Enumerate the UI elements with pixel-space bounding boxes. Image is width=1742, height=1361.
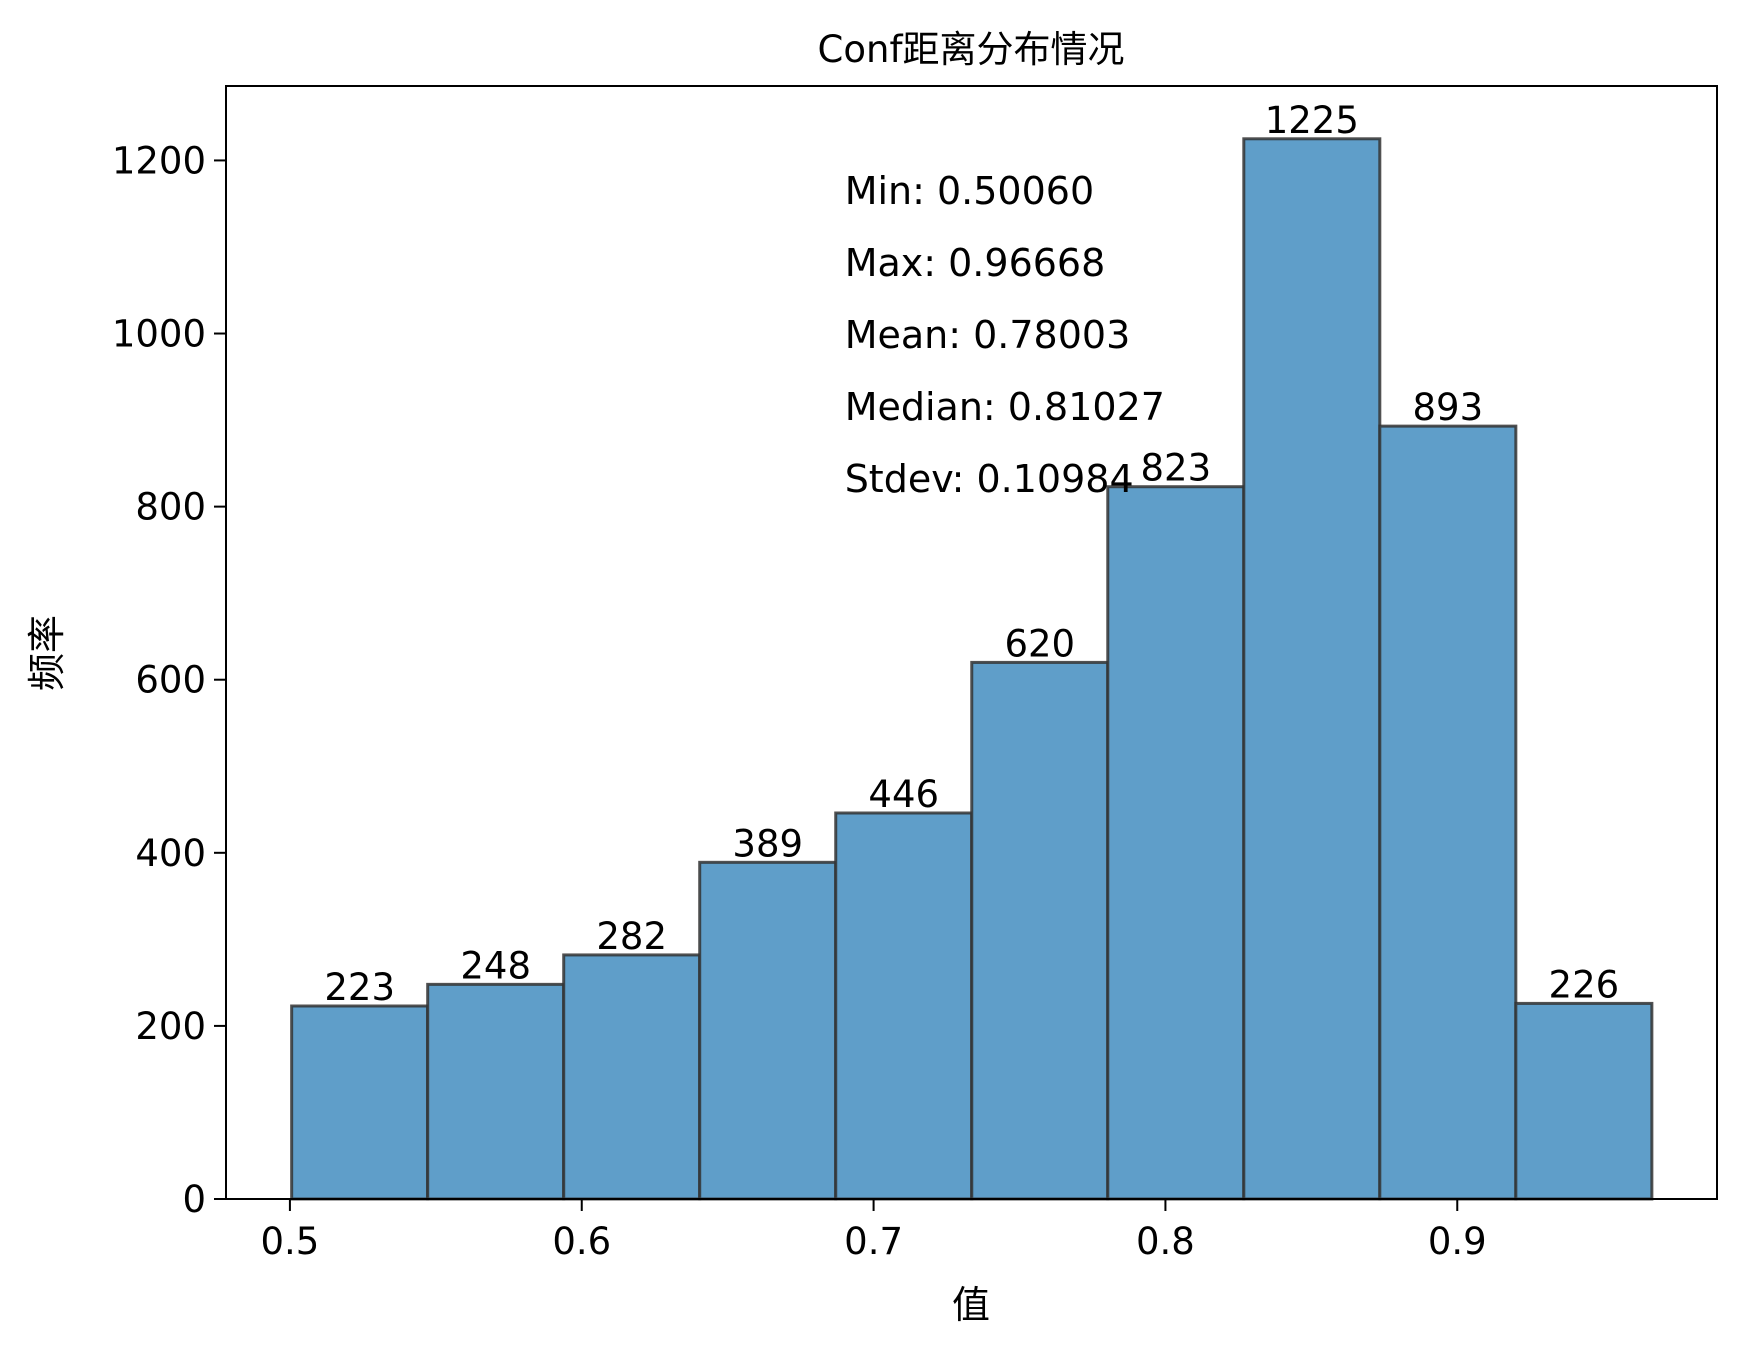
y-axis-label: 频率 xyxy=(25,615,69,691)
histogram-bar xyxy=(290,1004,430,1201)
stat-line: Median: 0.81027 xyxy=(845,385,1165,429)
x-tick-label: 0.8 xyxy=(1136,1220,1195,1263)
histogram-bar xyxy=(970,660,1110,1201)
stat-line: Max: 0.96668 xyxy=(845,241,1106,285)
y-tick-label: 600 xyxy=(135,659,206,702)
stat-line: Min: 0.50060 xyxy=(845,169,1094,213)
x-axis-label: 值 xyxy=(952,1283,990,1327)
bar-value-label: 893 xyxy=(1413,386,1484,429)
y-tick-label: 400 xyxy=(135,832,206,875)
bars-layer xyxy=(290,137,1654,1201)
bar-value-label: 1225 xyxy=(1265,99,1359,142)
histogram-bar xyxy=(562,953,702,1201)
bar-value-label: 282 xyxy=(596,915,667,958)
bar-value-label: 226 xyxy=(1549,963,1620,1006)
x-tick-label: 0.9 xyxy=(1428,1220,1487,1263)
histogram-bar xyxy=(834,811,974,1201)
histogram-bar xyxy=(1378,424,1518,1201)
plot-frame xyxy=(225,85,1718,1200)
bar-value-label: 389 xyxy=(732,822,803,865)
stats-annotation: Min: 0.50060 Max: 0.96668 Mean: 0.78003 Med… xyxy=(845,169,1165,501)
chart-title: Conf距离分布情况 xyxy=(818,28,1125,71)
histogram-bar xyxy=(1106,485,1246,1201)
histogram-bar xyxy=(698,860,838,1201)
stat-line: Mean: 0.78003 xyxy=(845,313,1131,357)
y-tick-label: 1000 xyxy=(112,313,206,356)
x-tick-label: 0.6 xyxy=(552,1220,611,1263)
x-tick-label: 0.5 xyxy=(260,1220,319,1263)
histogram-bar xyxy=(1242,137,1382,1201)
bar-value-label: 823 xyxy=(1140,447,1211,490)
y-tick-label: 0 xyxy=(182,1178,206,1221)
histogram-bar xyxy=(1514,1001,1654,1201)
bar-labels-layer: 223 248 282 389 446 620 823 1225 893 226 xyxy=(324,99,1619,1009)
bar-value-label: 620 xyxy=(1004,622,1075,665)
y-tick-label: 200 xyxy=(135,1005,206,1048)
y-tick-label: 800 xyxy=(135,486,206,529)
bar-value-label: 446 xyxy=(868,773,939,816)
x-axis: 0.5 0.6 0.7 0.8 0.9 xyxy=(260,1199,1487,1263)
bar-value-label: 248 xyxy=(460,944,531,987)
y-tick-label: 1200 xyxy=(112,139,206,182)
x-tick-label: 0.7 xyxy=(844,1220,903,1263)
bar-value-label: 223 xyxy=(324,966,395,1009)
histogram-bar xyxy=(426,982,566,1201)
y-axis: 0 200 400 600 800 1000 1200 xyxy=(112,139,226,1221)
stat-line: Stdev: 0.10984 xyxy=(845,457,1134,501)
